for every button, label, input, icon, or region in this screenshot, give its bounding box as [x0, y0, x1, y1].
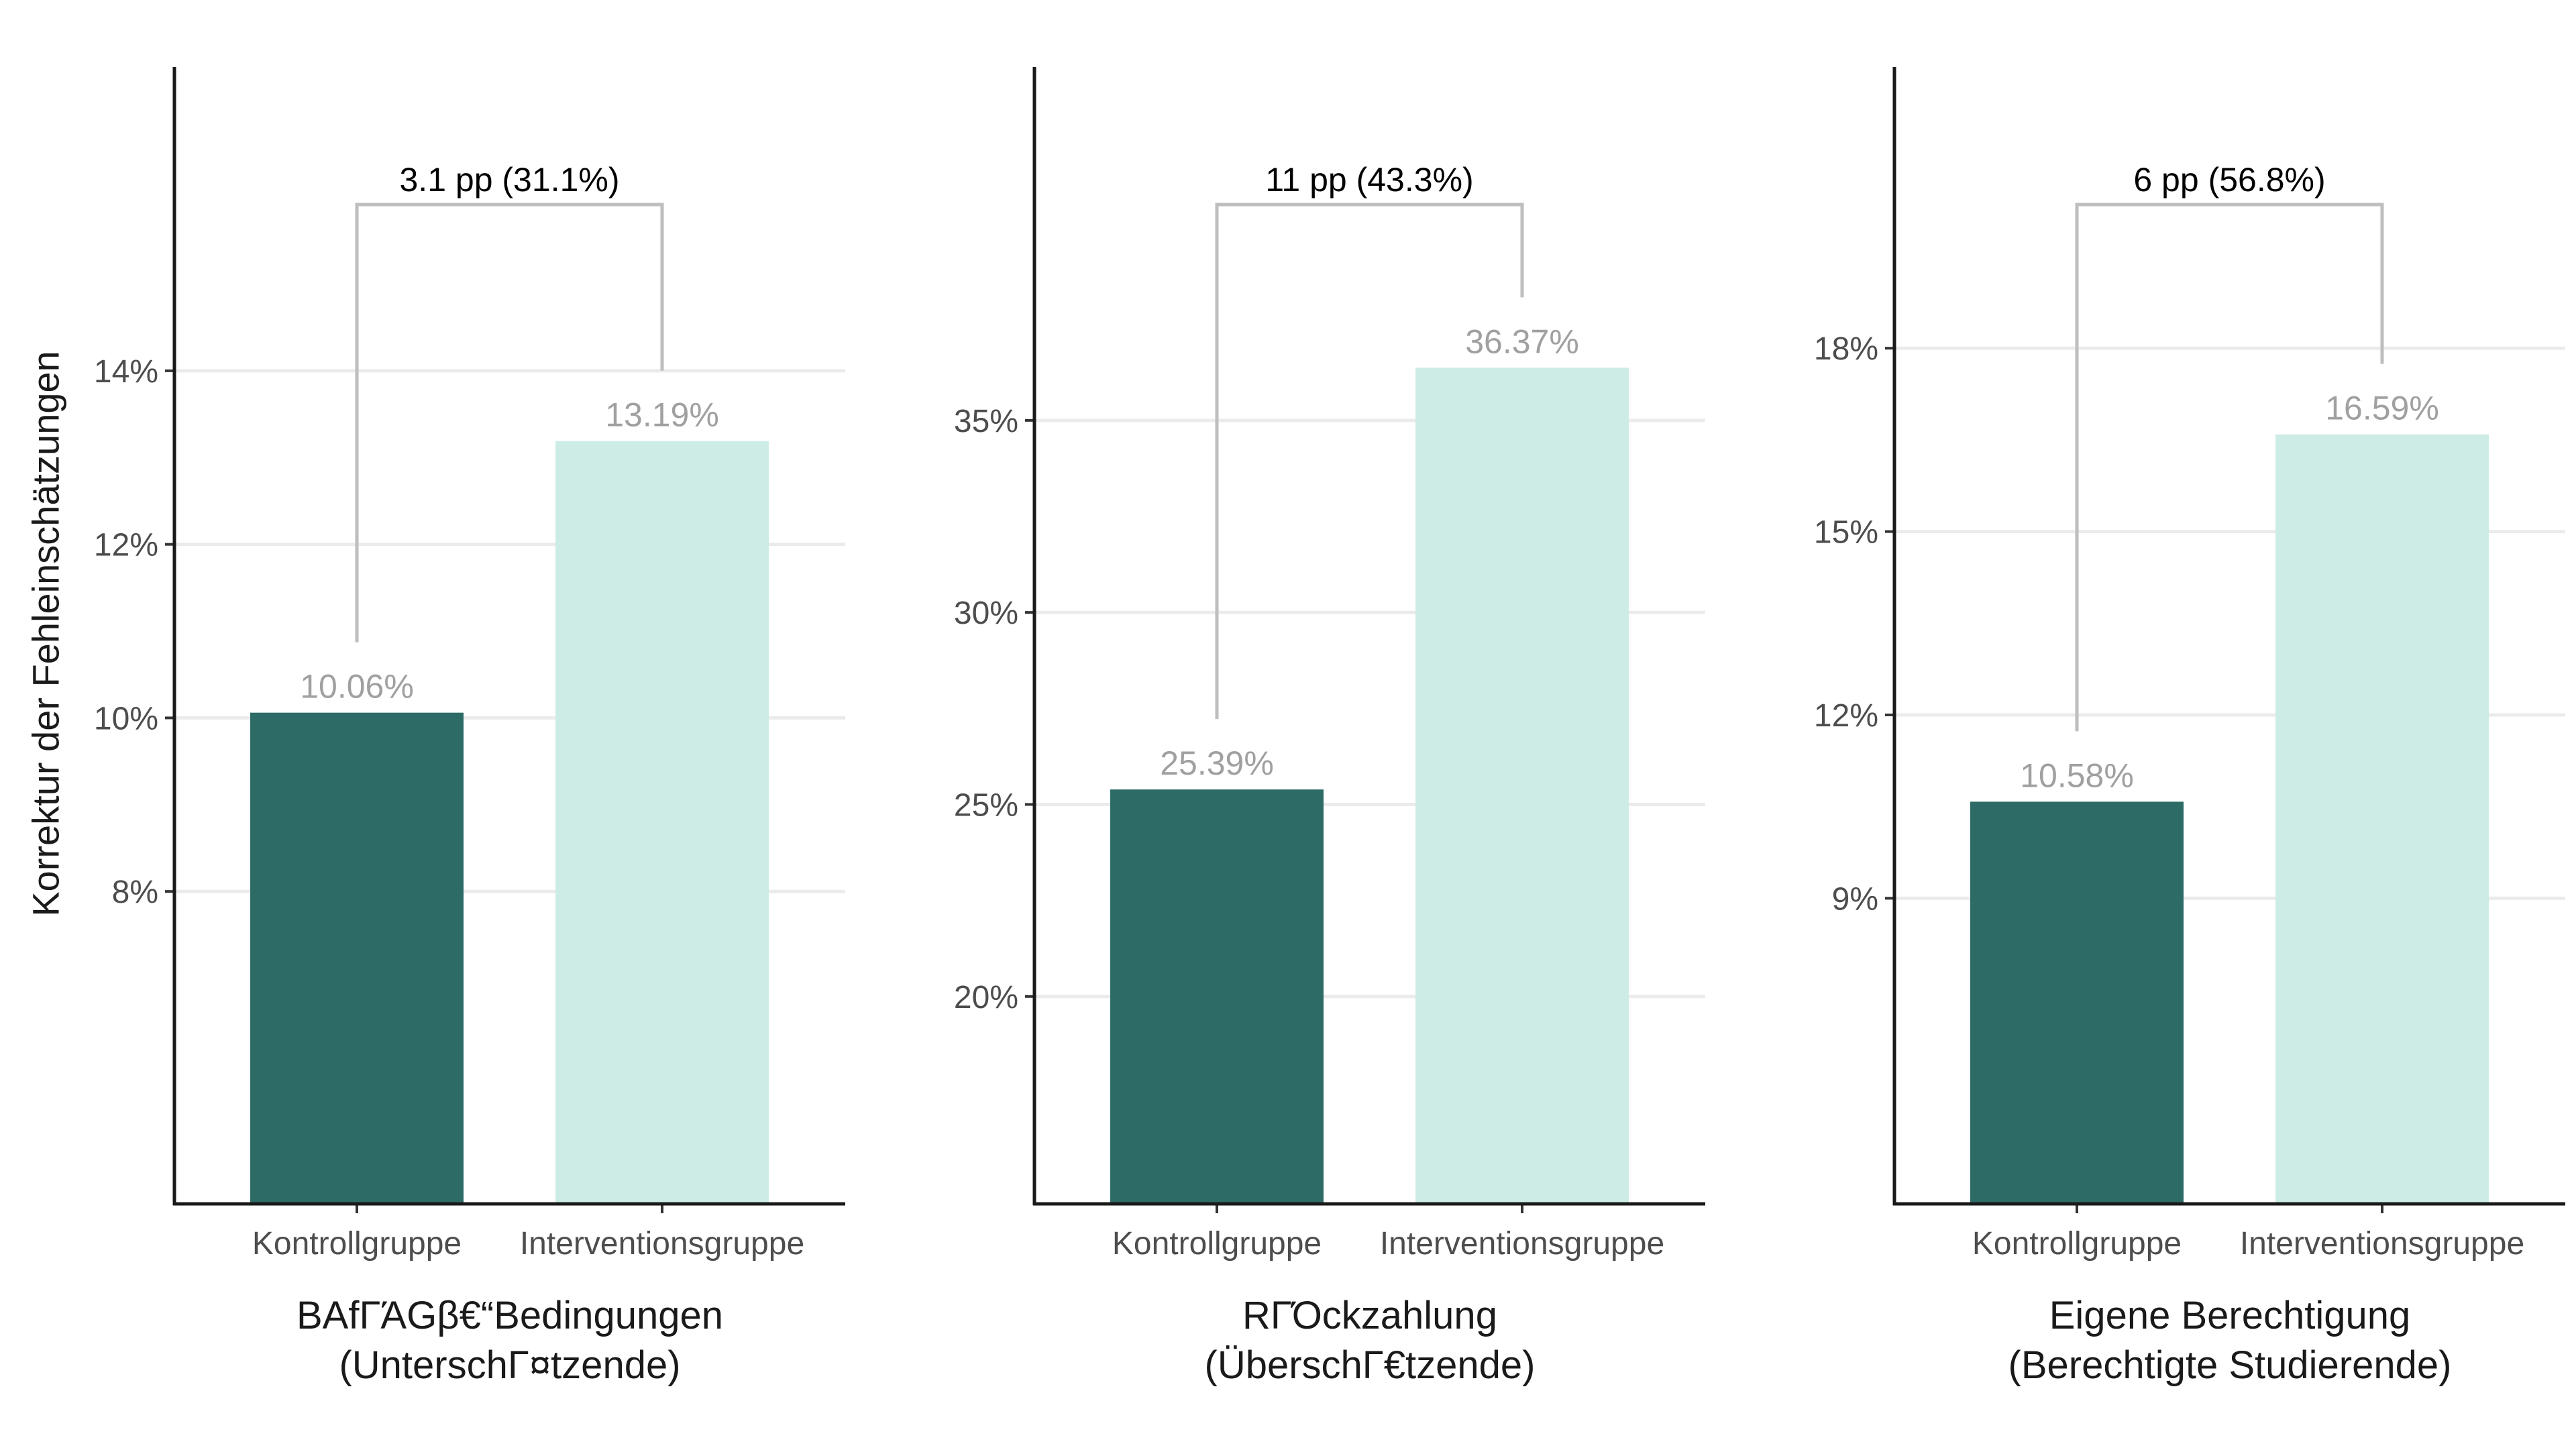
- facet-title-1-sub: (UnterschΓ¤tzende): [339, 1343, 681, 1387]
- panel-2-y-tick-label: 20%: [954, 980, 1018, 1015]
- panel-2-y-tick-label: 30%: [954, 596, 1018, 631]
- facet-title-1-main: BAfΓΆGβ€“Bedingungen: [296, 1294, 724, 1337]
- panel-3-value-label: 16.59%: [2325, 390, 2439, 427]
- panel-3-y-tick-label: 15%: [1814, 515, 1878, 551]
- panel-2-x-tick-label: Kontrollgruppe: [1112, 1226, 1322, 1262]
- panel-1-value-label: 13.19%: [605, 396, 719, 434]
- panel-3-bar-control: [1970, 801, 2184, 1204]
- panel-1-y-tick-label: 12%: [94, 528, 158, 563]
- panel-1-y-tick-label: 8%: [112, 875, 158, 910]
- panel-3-y-tick-label: 18%: [1814, 331, 1878, 367]
- panel-3-y-tick-label: 9%: [1832, 881, 1878, 917]
- facet-title-2-sub: (ÜberschΓ€tzende): [1204, 1343, 1536, 1387]
- panel-1-y-tick-label: 10%: [94, 701, 158, 736]
- facet-title-2: RΓΌckzahlung (ÜberschΓ€tzende): [1034, 1291, 1705, 1390]
- panel-1-bar-control: [250, 712, 464, 1204]
- panel-3-bracket-label: 6 pp (56.8%): [2133, 161, 2325, 199]
- panel-3-value-label: 10.58%: [2020, 757, 2134, 794]
- panel-1-y-tick-label: 14%: [94, 354, 158, 390]
- panel-3-bracket: [2075, 203, 2384, 732]
- panel-2-x-tick-label: Interventionsgruppe: [1380, 1226, 1664, 1262]
- panel-1-x-tick-label: Kontrollgruppe: [252, 1226, 462, 1262]
- panel-3-x-tick-label: Kontrollgruppe: [1972, 1226, 2182, 1262]
- panel-1-x-tick-label: Interventionsgruppe: [520, 1226, 804, 1262]
- facet-title-3-sub: (Berechtigte Studierende): [2008, 1343, 2452, 1387]
- panel-3-y-tick-label: 12%: [1814, 698, 1878, 734]
- panel-2-y-tick-label: 35%: [954, 404, 1018, 439]
- panel-2-bar-intervention: [1415, 368, 1629, 1204]
- panel-2-bar-control: [1110, 789, 1324, 1204]
- y-axis-label: Korrektur der Fehleinschätzungen: [24, 351, 67, 917]
- facet-title-2-main: RΓΌckzahlung: [1242, 1294, 1497, 1337]
- facet-title-1: BAfΓΆGβ€“Bedingungen (UnterschΓ¤tzende): [174, 1291, 845, 1390]
- panel-1-bar-intervention: [555, 441, 769, 1204]
- panel-2-bracket: [1215, 203, 1524, 720]
- panel-1-bracket-label: 3.1 pp (31.1%): [400, 161, 620, 199]
- panel-1-value-label: 10.06%: [300, 668, 414, 706]
- facet-title-3: Eigene Berechtigung (Berechtigte Studier…: [1894, 1291, 2565, 1390]
- facet-title-3-main: Eigene Berechtigung: [2049, 1294, 2411, 1337]
- panel-2-value-label: 25.39%: [1160, 744, 1274, 782]
- panel-1-bracket: [355, 203, 664, 643]
- panel-2-value-label: 36.37%: [1465, 323, 1579, 360]
- panel-3-x-tick-label: Interventionsgruppe: [2240, 1226, 2524, 1262]
- panel-3-bar-intervention: [2275, 434, 2489, 1204]
- panel-2-y-tick-label: 25%: [954, 787, 1018, 823]
- panel-2-bracket-label: 11 pp (43.3%): [1265, 161, 1473, 199]
